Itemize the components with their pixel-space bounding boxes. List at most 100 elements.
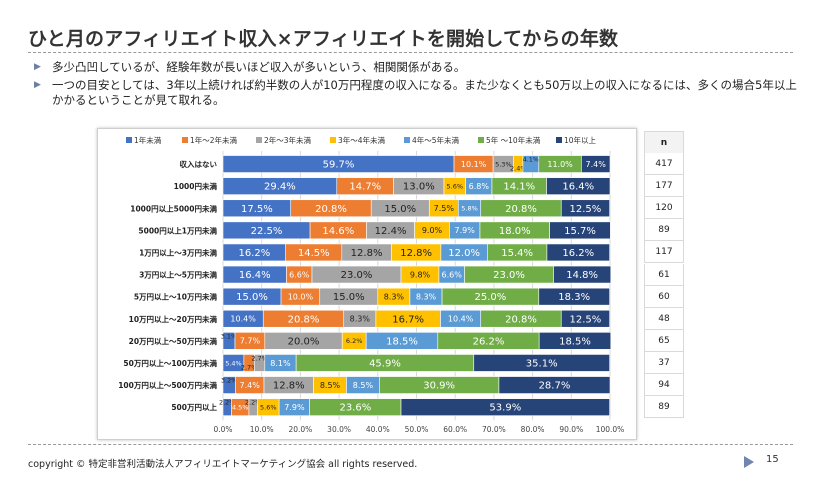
legend-swatch — [404, 137, 410, 143]
category-label: 3万円以上～5万円未満 — [139, 270, 217, 280]
legend-label: 1年～2年未満 — [190, 135, 238, 145]
legend-swatch — [256, 137, 262, 143]
bar-segment — [538, 287, 610, 306]
n-value: 117 — [644, 241, 684, 264]
data-label: 6.6% — [442, 270, 463, 279]
data-label: 12.8% — [351, 248, 383, 259]
bar-segment — [549, 221, 611, 240]
data-label: 11.0% — [547, 160, 573, 169]
data-label: 9.0% — [422, 226, 443, 235]
legend-swatch — [478, 137, 484, 143]
data-label: 15.7% — [564, 226, 596, 237]
data-label: 10.0% — [288, 293, 314, 302]
bar-segment — [581, 155, 611, 173]
data-label: 18.3% — [558, 292, 590, 303]
data-label: 5.6% — [260, 403, 277, 411]
x-tick-label: 100.0% — [596, 425, 625, 434]
bar-segment — [400, 398, 610, 416]
chart-panel: 1年未満 1年～2年未満 2年～3年未満 3年～4年未満 4年～5年未満 5年 ～10年未… — [97, 128, 637, 440]
data-label: 53.9% — [489, 403, 521, 414]
data-label: 10.1% — [461, 160, 487, 169]
bar-segment — [560, 199, 610, 218]
legend-label: 5年 ～10年未満 — [486, 135, 541, 145]
bar-segment — [553, 265, 612, 284]
n-column: n 417 177 120 89 117 61 60 48 65 37 94 89 — [644, 131, 684, 419]
bullet-text: 多少凸凹しているが、経験年数が長いほど収入が多いという、相関関係がある。 — [52, 60, 466, 74]
data-label: 6.2% — [346, 337, 363, 345]
data-label: 23.6% — [339, 403, 371, 414]
n-header: n — [644, 131, 684, 155]
x-tick-label: 10.0% — [250, 425, 274, 434]
n-value: 89 — [644, 219, 684, 242]
data-label: 5.4% — [225, 359, 242, 367]
n-value: 60 — [644, 285, 684, 308]
data-label: 8.3% — [384, 293, 405, 302]
x-tick-label: 60.0% — [443, 425, 467, 434]
n-value: 177 — [644, 175, 684, 198]
n-value: 48 — [644, 307, 684, 330]
data-label: 35.1% — [526, 359, 558, 370]
data-label: 8.5% — [320, 381, 341, 390]
data-label: 2.7% — [241, 363, 258, 371]
copyright-footer: copyright © 特定非営利活動法人アフィリエイトマーケティング協会 al… — [28, 459, 418, 470]
data-label: 10.4% — [230, 315, 256, 324]
data-label: 18.0% — [499, 226, 531, 237]
page-number: 15 — [766, 454, 779, 465]
n-value: 94 — [644, 374, 684, 397]
data-label: 5.3% — [495, 160, 512, 168]
data-label: 8.3% — [350, 315, 371, 324]
data-label: 26.2% — [473, 336, 505, 347]
data-label: 3.2% — [221, 377, 238, 385]
x-tick-label: 40.0% — [366, 425, 390, 434]
page-title: ひと月のアフィリエイト収入×アフィリエイトを開始してからの年数 — [28, 28, 619, 50]
data-label: 16.2% — [238, 248, 270, 259]
data-label: 6.8% — [469, 182, 490, 191]
category-label: 10万円以上～20万円未満 — [129, 314, 218, 324]
x-tick-label: 0.0% — [213, 425, 232, 434]
data-label: 23.0% — [341, 270, 373, 281]
data-label: 23.0% — [493, 270, 525, 281]
category-label: 1000円未満 — [174, 181, 218, 191]
data-label: 16.4% — [239, 270, 271, 281]
data-label: 20.8% — [505, 314, 537, 325]
stacked-bar-chart: 1年未満 1年～2年未満 2年～3年未満 3年～4年未満 4年～5年未満 5年 ～10年未… — [118, 135, 625, 434]
bar-segment — [546, 243, 610, 262]
x-tick-label: 70.0% — [482, 425, 506, 434]
legend-swatch — [126, 137, 132, 143]
n-value: 417 — [644, 153, 684, 176]
category-label: 1万円以上～3万円未満 — [139, 247, 217, 257]
data-label: 18.5% — [559, 336, 591, 347]
bullet-item: ▶ 多少凸凹しているが、経験年数が長いほど収入が多いという、相関関係がある。 — [30, 60, 800, 75]
data-label: 20.8% — [315, 204, 347, 215]
data-label: 7.7% — [240, 337, 261, 346]
bullet-arrow-icon: ▶ — [34, 80, 41, 90]
x-tick-label: 90.0% — [559, 425, 583, 434]
bar-segment — [546, 177, 611, 195]
data-label: 3.1% — [221, 332, 238, 340]
x-tick-label: 20.0% — [288, 425, 312, 434]
data-label: 15.0% — [384, 204, 416, 215]
data-label: 8.3% — [416, 293, 437, 302]
data-label: 16.2% — [562, 248, 594, 259]
data-label: 18.5% — [386, 336, 418, 347]
data-label: 2.2% — [219, 399, 236, 407]
bullet-item: ▶ 一つの目安としては、3年以上続ければ約半数の人が10万円程度の収入になる。ま… — [30, 78, 800, 108]
data-label: 45.9% — [369, 359, 401, 370]
data-label: 16.4% — [562, 182, 594, 193]
data-label: 8.1% — [270, 359, 291, 368]
category-label: 50万円以上～100万円未満 — [123, 358, 217, 368]
data-label: 12.8% — [273, 381, 305, 392]
n-value: 120 — [644, 197, 684, 220]
data-label: 7.5% — [434, 204, 455, 213]
category-label: 収入はない — [180, 159, 218, 169]
legend-label: 4年～5年未満 — [412, 135, 460, 145]
x-tick-label: 30.0% — [327, 425, 351, 434]
data-label: 8.5% — [353, 381, 374, 390]
category-label: 500万円以上 — [171, 402, 217, 412]
data-label: 2.2% — [245, 399, 262, 407]
data-label: 14.5% — [298, 248, 330, 259]
bar-segment — [473, 354, 610, 372]
data-label: 10.4% — [448, 315, 474, 324]
data-label: 2.4% — [510, 165, 527, 173]
data-label: 59.7% — [323, 160, 355, 171]
